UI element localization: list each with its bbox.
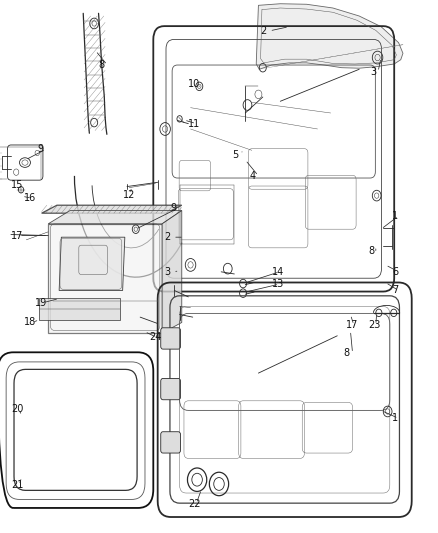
- Text: 2: 2: [164, 232, 170, 242]
- FancyBboxPatch shape: [161, 378, 180, 400]
- Text: 1: 1: [392, 414, 398, 423]
- Text: 2: 2: [261, 26, 267, 36]
- Text: 19: 19: [35, 298, 47, 308]
- Text: 11: 11: [188, 119, 201, 128]
- Text: 9: 9: [37, 144, 43, 154]
- Polygon shape: [162, 211, 182, 333]
- Text: 10: 10: [188, 79, 201, 88]
- Text: 13: 13: [272, 279, 284, 289]
- Text: 18: 18: [24, 318, 36, 327]
- Text: 12: 12: [123, 190, 135, 199]
- Text: 5: 5: [232, 150, 238, 159]
- Text: 6: 6: [392, 267, 398, 277]
- Polygon shape: [39, 298, 120, 320]
- FancyBboxPatch shape: [161, 328, 180, 349]
- Text: 21: 21: [11, 480, 23, 490]
- Text: 8: 8: [99, 60, 105, 70]
- FancyBboxPatch shape: [161, 432, 180, 453]
- Text: 3: 3: [370, 67, 376, 77]
- Text: 7: 7: [392, 286, 398, 295]
- Text: 14: 14: [272, 267, 284, 277]
- Text: 17: 17: [11, 231, 23, 240]
- Text: 22: 22: [188, 499, 201, 508]
- Polygon shape: [256, 4, 403, 69]
- Text: 23: 23: [368, 320, 380, 330]
- Polygon shape: [59, 237, 125, 290]
- Polygon shape: [42, 205, 182, 213]
- Text: 8: 8: [368, 246, 374, 255]
- Text: 8: 8: [344, 349, 350, 358]
- Text: 3: 3: [164, 267, 170, 277]
- Text: 15: 15: [11, 181, 23, 190]
- Polygon shape: [48, 211, 182, 224]
- Text: 20: 20: [11, 405, 23, 414]
- Text: 1: 1: [392, 211, 398, 221]
- Text: 9: 9: [171, 203, 177, 213]
- Text: 4: 4: [250, 171, 256, 181]
- Polygon shape: [48, 224, 162, 333]
- Text: 16: 16: [24, 193, 36, 203]
- Text: 24: 24: [149, 333, 161, 342]
- Text: 17: 17: [346, 320, 358, 330]
